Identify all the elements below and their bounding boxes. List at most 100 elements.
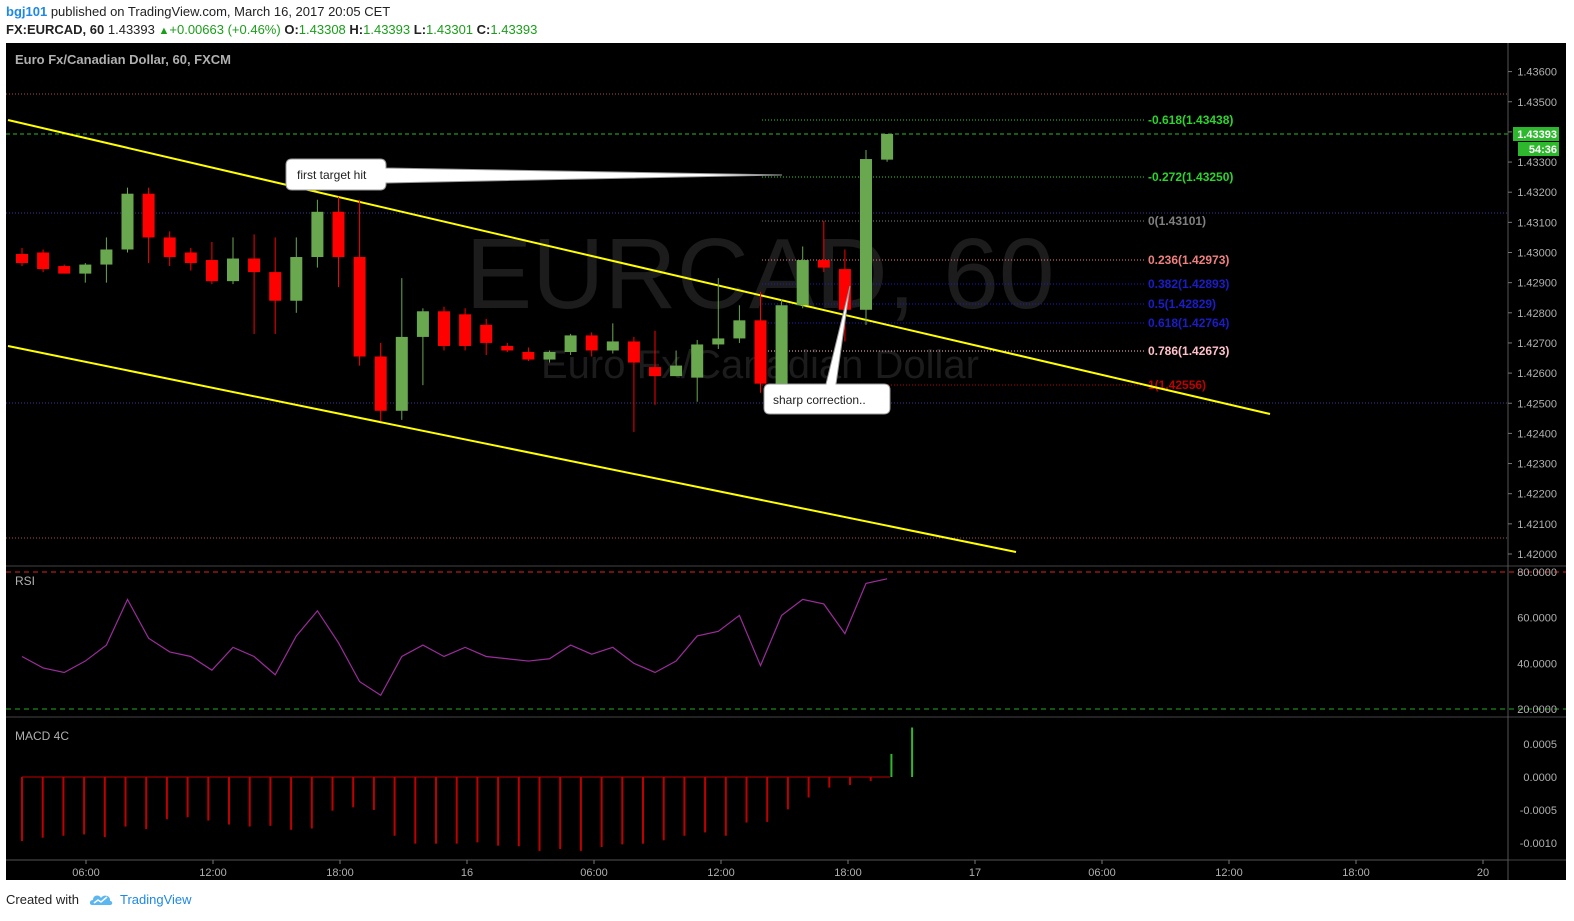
time-tick-label: 06:00 [580, 867, 608, 879]
candle-body [564, 335, 577, 352]
candle-body [353, 257, 366, 357]
high-label: H: [349, 22, 364, 37]
last-price-badge-label: 1.43393 [1517, 129, 1557, 141]
candle-body [248, 258, 261, 273]
candle-body [37, 252, 50, 270]
price-tick-label: 1.42900 [1517, 278, 1557, 290]
callouts[interactable]: first target hit sharp correction.. [285, 158, 891, 415]
candle-body [775, 305, 788, 384]
last-price: 1.43393 [107, 22, 155, 37]
candle-body [691, 344, 704, 378]
low-value: 1.43301 [426, 22, 474, 37]
publisher-username[interactable]: bgj101 [6, 4, 48, 19]
rsi-tick-label: 40.0000 [1517, 658, 1557, 670]
candle-body [142, 193, 155, 238]
tradingview-link[interactable]: TradingView [120, 892, 192, 907]
lower-trendline [7, 345, 1017, 553]
fib-level-label: 0.382(1.42893) [1148, 277, 1229, 291]
time-tick-label: 12:00 [1215, 867, 1243, 879]
candle-body [860, 159, 872, 310]
price-tick-label: 1.42000 [1517, 549, 1557, 561]
time-tick-label: 17 [969, 867, 981, 879]
last-price-badge [1513, 127, 1559, 142]
upper-trendline [7, 119, 1271, 415]
trend-channel[interactable] [7, 119, 1271, 553]
candle-body [522, 351, 535, 360]
candle-body [733, 320, 746, 339]
tradingview-logo-icon [89, 892, 113, 909]
time-tick-label: 06:00 [72, 867, 100, 879]
price-tick-label: 1.43600 [1517, 67, 1557, 79]
candle-body [585, 335, 598, 351]
candle-body [205, 260, 218, 282]
fib-level-label: 0.5(1.42829) [1148, 297, 1216, 311]
rsi-tick-label: 60.0000 [1517, 613, 1557, 625]
candle-body [374, 356, 387, 411]
price-tick-label: 1.43100 [1517, 217, 1557, 229]
chart-title: Euro Fx/Canadian Dollar, 60, FXCM [15, 52, 231, 67]
candle-body [121, 193, 134, 250]
candle-body [290, 257, 303, 301]
time-tick-label: 18:00 [834, 867, 862, 879]
price-tick-label: 1.43500 [1517, 97, 1557, 109]
time-tick-label: 18:00 [1342, 867, 1370, 879]
candle-body [332, 211, 345, 258]
callout-sharp-correction-bubble [763, 285, 891, 415]
footer: Created with TradingView [6, 892, 192, 909]
publish-date: published on TradingView.com, March 16, … [50, 4, 391, 19]
high-value: 1.43393 [363, 22, 411, 37]
candle-body [438, 311, 450, 346]
fib-level-label: 0.618(1.42764) [1148, 316, 1229, 330]
price-tick-label: 1.43300 [1517, 157, 1557, 169]
rsi-tick-label: 80.0000 [1517, 567, 1557, 579]
candle-body [395, 336, 408, 411]
candle-body [649, 367, 661, 377]
candle-body [712, 338, 725, 345]
fib-level-label: 0.786(1.42673) [1148, 344, 1229, 358]
candle-body [881, 134, 894, 160]
fib-level-label: 0.236(1.42973) [1148, 253, 1229, 267]
callout-first-target-text: first target hit [297, 168, 367, 182]
fib-level-label: 0(1.43101) [1148, 214, 1206, 228]
price-tick-label: 1.42500 [1517, 398, 1557, 410]
price-change: +0.00663 (+0.46%) [169, 22, 281, 37]
time-tick-label: 20 [1477, 867, 1489, 879]
candle-body [269, 272, 282, 301]
countdown-label: 54:36 [1529, 144, 1557, 156]
price-tick-label: 1.42700 [1517, 338, 1557, 350]
candle-body [163, 237, 176, 258]
price-tick-label: 1.43000 [1517, 248, 1557, 260]
callout-first-target-bubble [285, 158, 783, 191]
candle-body [627, 341, 640, 363]
close-label: C: [476, 22, 491, 37]
symbol-info-bar: FX:EURCAD, 60 1.43393 ▲+0.00663 (+0.46%)… [6, 22, 537, 37]
price-tick-label: 1.42300 [1517, 459, 1557, 471]
candle-body [796, 260, 809, 306]
macd-tick-label: 0.0000 [1523, 772, 1557, 784]
macd-tick-label: -0.0010 [1520, 838, 1557, 850]
publish-info: bgj101 published on TradingView.com, Mar… [6, 4, 390, 19]
candle-body [459, 314, 472, 346]
candle-body [311, 211, 324, 258]
price-tick-label: 1.43200 [1517, 187, 1557, 199]
symbol-label: FX:EURCAD, 60 [6, 22, 105, 37]
time-tick-label: 12:00 [199, 867, 227, 879]
open-label: O: [284, 22, 299, 37]
candle-body [480, 324, 493, 343]
price-tick-label: 1.42100 [1517, 519, 1557, 531]
candle-body [543, 351, 556, 360]
candles [16, 134, 894, 432]
candle-body [670, 365, 683, 377]
countdown-badge [1518, 142, 1559, 157]
macd-pane: MACD 4C [15, 727, 914, 851]
price-tick-label: 1.42200 [1517, 489, 1557, 501]
fib-level-label: -0.618(1.43438) [1148, 113, 1233, 127]
chart-background [6, 43, 1566, 880]
fib-level-label: 1(1.42556) [1148, 378, 1206, 392]
price-tick-label: 1.42800 [1517, 308, 1557, 320]
candle-body [58, 266, 71, 274]
macd-tick-label: 0.0005 [1523, 739, 1557, 751]
time-tick-label: 18:00 [326, 867, 354, 879]
axes: 1.436001.435001.434001.433001.432001.431… [6, 43, 1566, 880]
